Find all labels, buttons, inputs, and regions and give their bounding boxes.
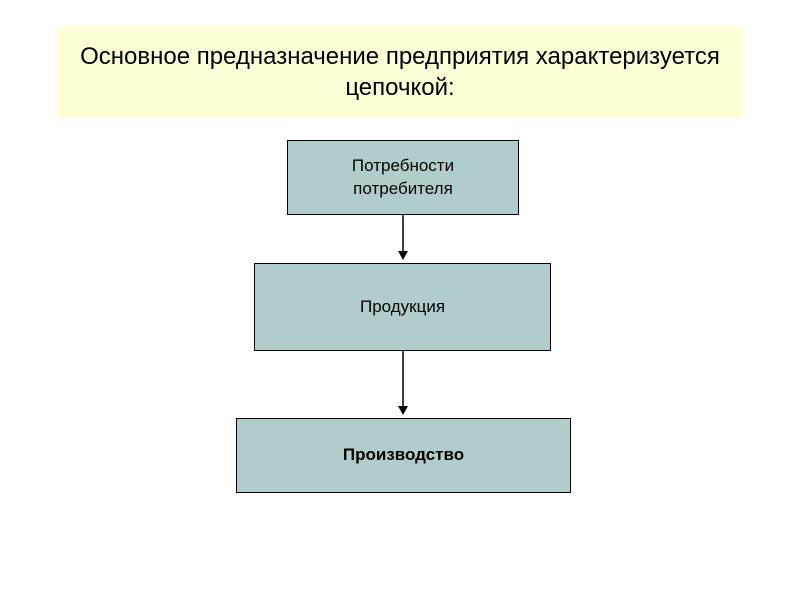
flow-node-2: Продукция [254,263,551,351]
flow-node-3-label: Производство [343,444,464,466]
title-text: Основное предназначение предприятия хара… [57,41,743,103]
flow-node-3: Производство [236,418,571,493]
arrow-2 [394,351,412,417]
flow-node-2-label: Продукция [360,296,445,318]
arrow-1 [394,215,412,262]
title-banner: Основное предназначение предприятия хара… [57,26,743,118]
flow-node-1: Потребностипотребителя [287,140,519,215]
flow-node-1-label: Потребностипотребителя [352,155,454,199]
